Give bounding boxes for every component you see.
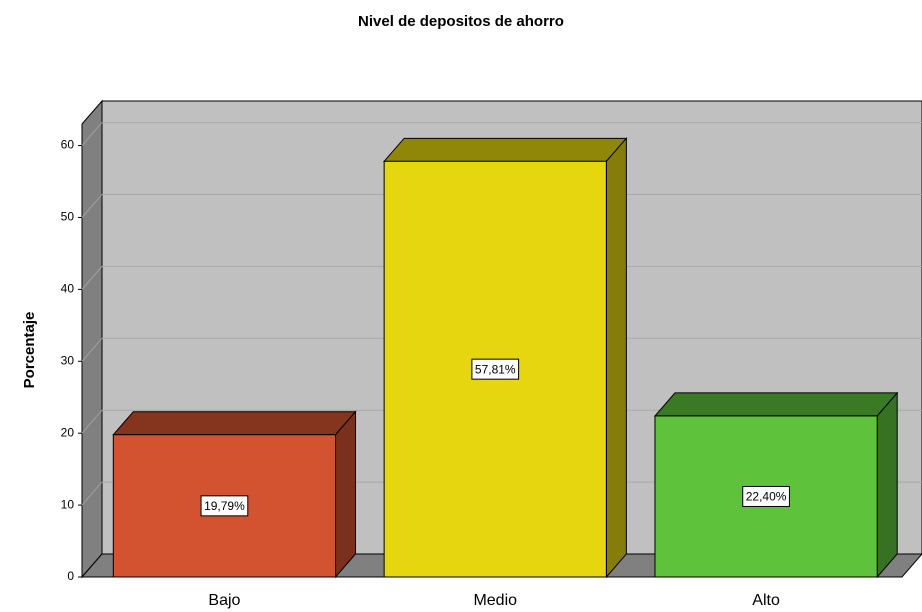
y-tick-label: 60 <box>61 138 75 152</box>
bar <box>112 410 357 579</box>
bar-top <box>383 137 628 162</box>
y-tick-label: 50 <box>61 210 75 224</box>
value-label: 22,40% <box>746 490 787 504</box>
bar-side <box>876 391 898 579</box>
y-tick-label: 20 <box>61 425 75 439</box>
left-wall <box>81 99 103 579</box>
bar-top <box>112 411 357 436</box>
bar-side <box>335 410 357 579</box>
y-tick-label: 40 <box>61 282 75 296</box>
y-axis-title: Porcentaje <box>21 312 38 389</box>
x-tick-label: Medio <box>473 592 517 609</box>
y-tick-label: 10 <box>61 497 75 511</box>
chart-title: Nivel de depositos de ahorro <box>358 13 564 30</box>
grid-line <box>81 266 103 290</box>
value-label-box <box>471 358 520 380</box>
bar <box>383 136 628 579</box>
grid-line <box>81 122 103 146</box>
value-label: 57,81% <box>475 362 516 376</box>
value-label-box <box>200 495 249 517</box>
value-label-box <box>742 485 790 507</box>
bar-side <box>605 136 627 579</box>
grid-line <box>81 194 103 218</box>
x-tick-label: Alto <box>752 592 780 609</box>
x-tick-label: Bajo <box>208 592 240 609</box>
y-tick-label: 0 <box>67 569 74 583</box>
grid-line <box>81 481 103 506</box>
bar-top <box>653 392 899 417</box>
grid-line <box>81 337 103 362</box>
bar <box>653 391 899 579</box>
y-tick-label: 30 <box>61 353 75 367</box>
grid-line <box>81 409 103 434</box>
value-label: 19,79% <box>204 499 245 513</box>
